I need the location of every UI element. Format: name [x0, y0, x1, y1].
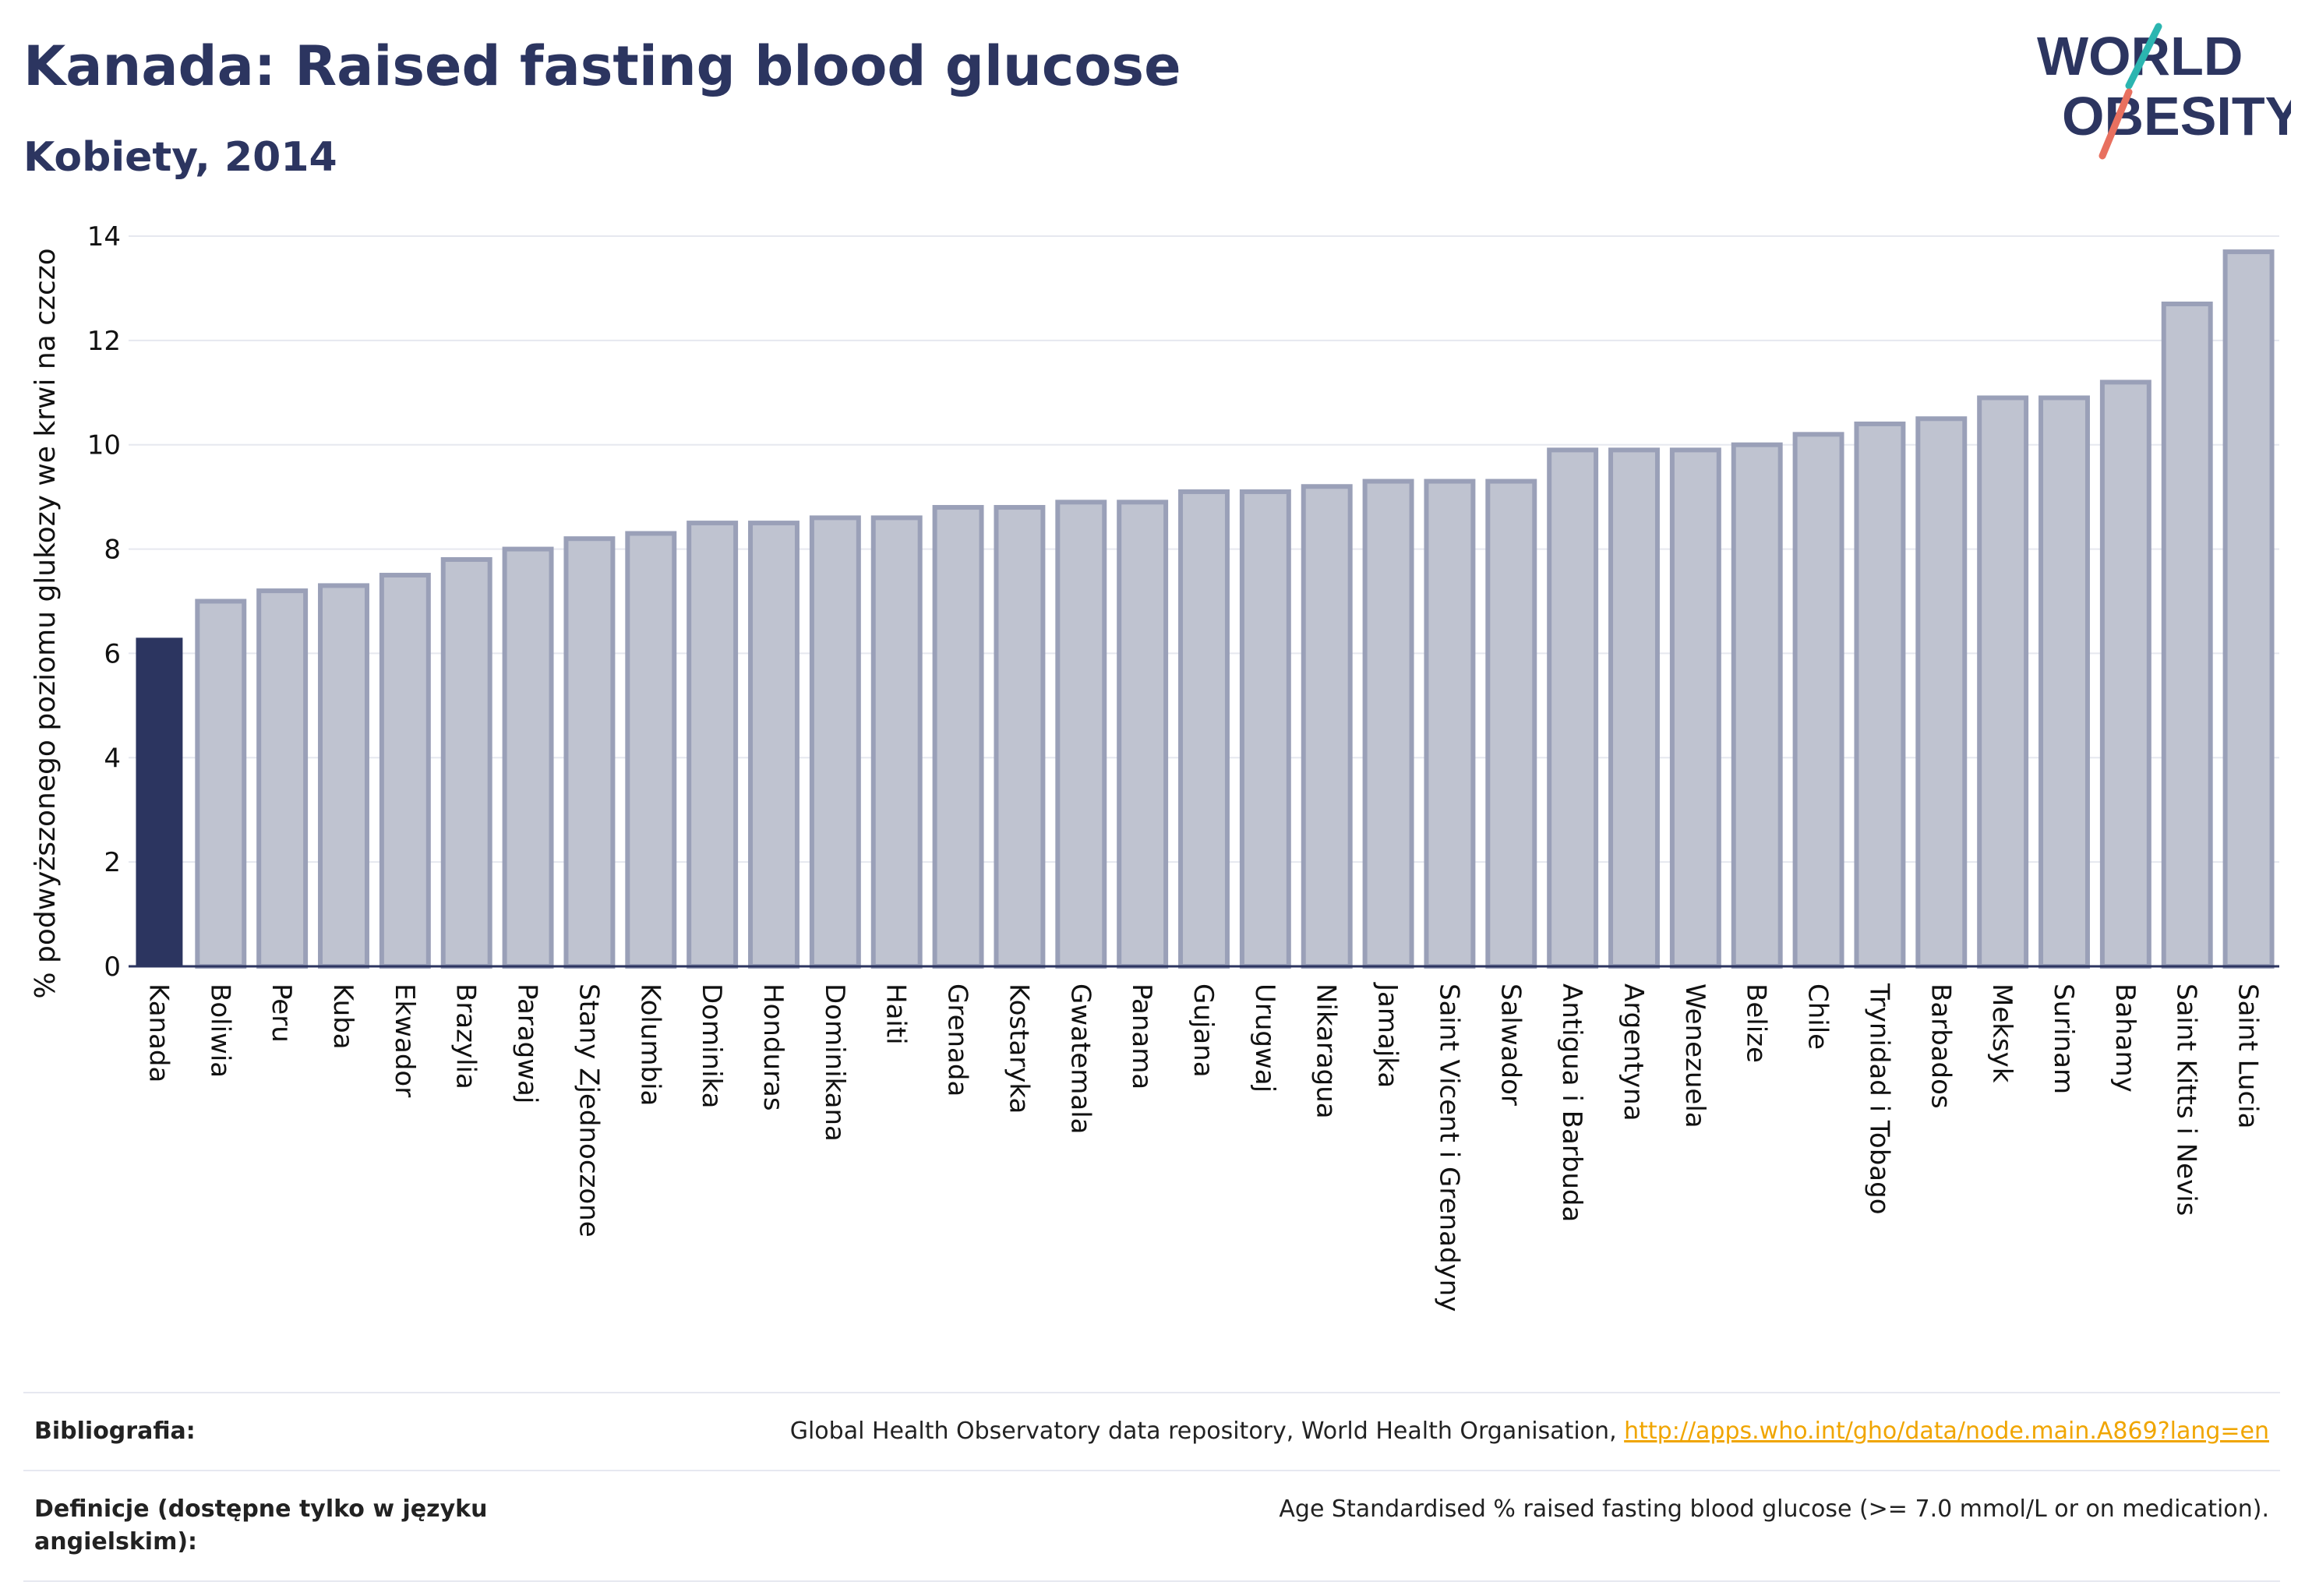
bar-honduras	[748, 521, 800, 969]
x-tick-label: Saint Vicent i Grenadyny	[1433, 983, 1464, 1312]
x-tick-label: Salwador	[1495, 983, 1526, 1106]
bar-jamajka	[1362, 478, 1414, 969]
x-tick-label: Urugwaj	[1249, 983, 1280, 1093]
x-tick-label: Grenada	[942, 983, 973, 1096]
y-axis-label: % podwyższonego poziomu glukozy we krwi …	[30, 248, 62, 998]
bar-belize	[1731, 442, 1783, 969]
bar-haiti	[870, 515, 923, 969]
bar-boliwia	[195, 598, 247, 969]
x-tick-label: Panama	[1126, 983, 1157, 1089]
y-tick-label: 4	[104, 743, 121, 774]
bar-grenada	[932, 505, 984, 969]
x-tick-label: Argentyna	[1618, 983, 1649, 1121]
bar-antigua-i-barbuda	[1547, 447, 1599, 969]
bar-kostaryka	[994, 505, 1046, 969]
bar-brazylia	[440, 556, 492, 969]
bar-kanada	[136, 637, 183, 966]
bar-gwatemala	[1055, 500, 1107, 969]
bar-stany-zjednoczone	[563, 536, 616, 969]
logo-slash-coral	[2099, 88, 2133, 160]
bar-salwador	[1485, 478, 1537, 969]
x-tick-label: Kolumbia	[634, 983, 665, 1106]
bar-paragwaj	[502, 546, 554, 969]
x-tick-label: Trynidad i Tobago	[1863, 983, 1894, 1215]
x-tick-label: Gwatemala	[1064, 983, 1096, 1134]
definitions-label: Definicje (dostępne tylko w języku angie…	[34, 1495, 488, 1555]
logo-slash-teal	[2125, 23, 2162, 90]
tick-labels: 0 2 4 6 8 10 12 14 Kanada Boliwia Peru Kuba Ekwador B…	[87, 221, 2264, 1312]
bar-kuba	[318, 583, 369, 969]
bibliography-text: Global Health Observatory data repositor…	[789, 1418, 1625, 1445]
bar-trynidad-i-tobago	[1854, 421, 1906, 969]
y-tick-label: 10	[87, 430, 121, 461]
y-tick-label: 6	[104, 638, 121, 669]
bar-dominikana	[809, 515, 861, 969]
y-tick-label: 12	[87, 326, 121, 357]
x-tick-label: Dominika	[696, 983, 727, 1108]
y-tick-label: 0	[104, 952, 121, 983]
x-tick-label: Barbados	[1925, 983, 1956, 1109]
bar-nikaragua	[1301, 484, 1353, 969]
x-tick-label: Haiti	[881, 983, 912, 1045]
bibliography-label: Bibliografia:	[34, 1418, 196, 1445]
bar-panama	[1117, 500, 1169, 969]
bibliography-value: Global Health Observatory data repositor…	[790, 1415, 2269, 1448]
bar-saint-kitts-i-nevis	[2161, 302, 2213, 969]
definitions-value: Age Standardised % raised fasting blood …	[1279, 1495, 2269, 1523]
x-tick-label: Boliwia	[204, 983, 235, 1078]
bibliography-link[interactable]: http://apps.who.int/gho/data/node.main.A…	[1624, 1418, 2269, 1445]
x-tick-label: Kanada	[143, 983, 174, 1082]
x-tick-label: Honduras	[757, 983, 789, 1111]
footer: Bibliografia: Global Health Observatory …	[23, 1392, 2280, 1582]
bar-gujana	[1178, 489, 1230, 969]
x-tick-label: Gujana	[1188, 983, 1219, 1078]
bar-dominika	[687, 521, 739, 969]
x-tick-label: Peru	[266, 983, 297, 1043]
definitions-row: Definicje (dostępne tylko w języku angie…	[23, 1470, 2280, 1582]
bar-bahamy	[2099, 380, 2151, 969]
bar-saint-vicent-i-grenadyny	[1424, 478, 1476, 969]
bar-saint-lucia	[2222, 249, 2275, 969]
x-tick-label: Dominikana	[819, 983, 850, 1142]
page-subtitle: Kobiety, 2014	[23, 134, 337, 181]
y-tick-label: 2	[104, 847, 121, 878]
bar-chile	[1792, 432, 1844, 969]
y-tick-label: 14	[87, 221, 121, 252]
x-tick-label: Kuba	[327, 983, 358, 1050]
bars	[136, 249, 2275, 969]
bar-argentyna	[1608, 447, 1660, 969]
x-tick-label: Jamajka	[1372, 982, 1403, 1088]
x-tick-label: Surinam	[2048, 983, 2079, 1094]
x-tick-label: Stany Zjednoczone	[573, 983, 604, 1238]
x-tick-label: Ekwador	[389, 983, 420, 1097]
x-tick-label: Saint Lucia	[2233, 983, 2264, 1128]
bar-urugwaj	[1239, 489, 1291, 969]
world-obesity-logo: WORLD OBESITY	[2037, 23, 2291, 160]
x-tick-label: Kostaryka	[1003, 983, 1034, 1114]
x-tick-label: Brazylia	[450, 983, 482, 1089]
x-tick-label: Antigua i Barbuda	[1556, 983, 1587, 1222]
bar-chart: 0 2 4 6 8 10 12 14 Kanada Boliwia Peru Kuba Ekwador B…	[30, 221, 2279, 1312]
bibliography-row: Bibliografia: Global Health Observatory …	[23, 1392, 2280, 1470]
x-tick-label: Belize	[1741, 983, 1772, 1063]
x-tick-label: Meksyk	[1986, 983, 2017, 1083]
bar-ekwador	[379, 573, 431, 969]
x-tick-label: Bahamy	[2109, 983, 2141, 1093]
x-tick-label: Wenezuela	[1679, 983, 1710, 1128]
x-tick-label: Paragwaj	[512, 983, 543, 1103]
bar-kolumbia	[625, 531, 677, 969]
x-tick-label: Nikaragua	[1311, 983, 1342, 1119]
logo-line2: OBESITY	[2062, 86, 2291, 147]
x-tick-label: Chile	[1802, 983, 1834, 1050]
y-tick-label: 8	[104, 535, 121, 566]
bar-meksyk	[1977, 395, 2029, 969]
bar-peru	[256, 588, 309, 969]
x-tick-label: Saint Kitts i Nevis	[2171, 983, 2202, 1216]
bar-barbados	[1915, 416, 1968, 969]
bar-wenezuela	[1669, 447, 1721, 969]
bar-surinam	[2038, 395, 2090, 969]
page-title: Kanada: Raised fasting blood glucose	[23, 34, 1181, 98]
